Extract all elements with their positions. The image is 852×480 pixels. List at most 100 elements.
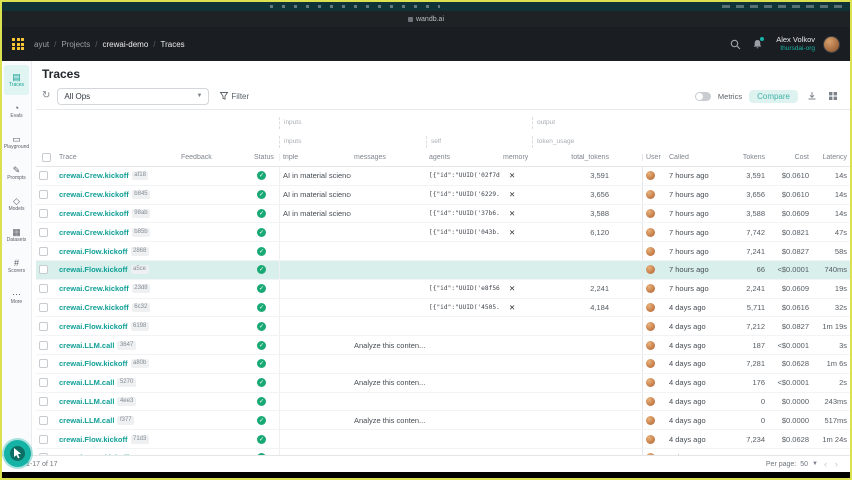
sidebar-item-models[interactable]: ◇ Models bbox=[4, 189, 29, 219]
cell-cost: $0.0610 bbox=[781, 190, 809, 200]
row-checkbox[interactable] bbox=[39, 359, 48, 369]
cell-trace: crewai.LLM.call 4ee3 bbox=[56, 393, 178, 411]
prev-page-button[interactable]: ‹ bbox=[824, 459, 827, 469]
column-header-agents[interactable]: agents bbox=[429, 153, 451, 161]
trace-link[interactable]: crewai.Crew.kickoff bbox=[59, 227, 129, 237]
compare-button[interactable]: Compare bbox=[749, 89, 798, 103]
cell-latency: 740ms bbox=[824, 265, 847, 275]
table-row[interactable]: crewai.Crew.kickoff✓4 days ago bbox=[36, 448, 850, 455]
column-header-triple[interactable]: triple bbox=[279, 153, 351, 161]
column-header-messages[interactable]: messages bbox=[354, 153, 386, 161]
row-checkbox[interactable] bbox=[39, 208, 48, 218]
row-checkbox[interactable] bbox=[39, 434, 48, 444]
row-checkbox[interactable] bbox=[39, 171, 48, 181]
cell-called: 7 hours ago bbox=[669, 246, 709, 256]
row-checkbox[interactable] bbox=[39, 453, 48, 455]
table-row[interactable]: crewai.LLM.call f377 ✓ Analyze this conten.… bbox=[36, 411, 850, 431]
table-row[interactable]: crewai.LLM.call 5270 ✓ Analyze this conten.… bbox=[36, 373, 850, 393]
breadcrumb-item[interactable]: Projects bbox=[61, 39, 91, 49]
table-row[interactable]: crewai.Crew.kickoff b85b ✓ [{"id":"UUID('04… bbox=[36, 223, 850, 243]
row-checkbox[interactable] bbox=[39, 190, 48, 200]
sidebar-item-playground[interactable]: ▭ Playground bbox=[4, 127, 29, 157]
select-all-checkbox[interactable] bbox=[36, 152, 56, 162]
breadcrumb-item[interactable]: ayut bbox=[34, 39, 50, 49]
user-block[interactable]: Alex Volkov thursdai-org bbox=[776, 35, 815, 52]
column-header-total_tokens[interactable]: total_tokens bbox=[571, 153, 609, 161]
table-row[interactable]: crewai.Flow.kickoff a80b ✓ 4 days ago 7,281 $… bbox=[36, 354, 850, 374]
table-row[interactable]: crewai.LLM.call 3647 ✓ Analyze this conten.… bbox=[36, 336, 850, 355]
column-header-called[interactable]: Called bbox=[669, 153, 689, 161]
group-header-output: output bbox=[532, 117, 612, 129]
table-row[interactable]: crewai.Flow.kickoff a5ce ✓ 7 hours ago 66 <$0… bbox=[36, 260, 850, 280]
ops-filter-dropdown[interactable]: All Ops ▼ bbox=[57, 87, 210, 105]
trace-link[interactable]: crewai.Crew.kickoff bbox=[59, 171, 129, 181]
table-row[interactable]: crewai.Crew.kickoff 23d8 ✓ [{"id":"UUID('e8… bbox=[36, 279, 850, 299]
trace-link[interactable]: crewai.LLM.call bbox=[59, 396, 115, 406]
column-header-tokens[interactable]: Tokens bbox=[742, 153, 765, 161]
browser-tab[interactable]: wandb.ai bbox=[407, 16, 444, 23]
table-row[interactable]: crewai.Crew.kickoff b845 ✓ AI in material s… bbox=[36, 185, 850, 205]
trace-link[interactable]: crewai.LLM.call bbox=[59, 340, 115, 350]
column-settings-icon[interactable] bbox=[826, 89, 840, 103]
column-header-feedback[interactable]: Feedback bbox=[181, 153, 212, 161]
row-checkbox[interactable] bbox=[39, 321, 48, 331]
row-checkbox[interactable] bbox=[39, 265, 48, 275]
filter-button[interactable]: Filter bbox=[216, 90, 253, 103]
table-row[interactable]: crewai.LLM.call 4ee3 ✓ 4 days ago 0 $0.0000 24… bbox=[36, 392, 850, 412]
column-header-latency[interactable]: Latency bbox=[822, 153, 847, 161]
trace-link[interactable]: crewai.Flow.kickoff bbox=[59, 265, 128, 275]
sidebar-item-traces[interactable]: ▤ Traces bbox=[4, 65, 29, 95]
trace-link[interactable]: crewai.Flow.kickoff bbox=[59, 246, 128, 256]
row-checkbox[interactable] bbox=[39, 302, 48, 312]
cell-cost: $0.0628 bbox=[781, 359, 809, 369]
column-header-user[interactable]: User bbox=[642, 153, 666, 161]
trace-link[interactable]: crewai.Crew.kickoff bbox=[59, 190, 129, 200]
column-header-trace[interactable]: Trace bbox=[59, 153, 77, 161]
trace-link[interactable]: crewai.LLM.call bbox=[59, 378, 115, 388]
trace-link[interactable]: crewai.Flow.kickoff bbox=[59, 359, 128, 369]
success-status-icon: ✓ bbox=[257, 227, 266, 237]
table-row[interactable]: crewai.Flow.kickoff 6198 ✓ 4 days ago 7,212 $… bbox=[36, 317, 850, 337]
sidebar-item-more[interactable]: ⋯ More bbox=[4, 282, 29, 312]
trace-link[interactable]: crewai.LLM.call bbox=[59, 415, 115, 425]
trace-link[interactable]: crewai.Flow.kickoff bbox=[59, 321, 128, 331]
user-avatar[interactable] bbox=[823, 35, 840, 53]
table-row[interactable]: crewai.Crew.kickoff 98ab ✓ AI in material s… bbox=[36, 204, 850, 224]
table-row[interactable]: crewai.Flow.kickoff 71d3 ✓ 4 days ago 7,234 $… bbox=[36, 430, 850, 449]
metrics-toggle[interactable] bbox=[694, 91, 711, 101]
export-icon[interactable] bbox=[805, 89, 819, 103]
trace-link[interactable]: crewai.Crew.kickoff bbox=[59, 208, 129, 218]
cell-latency: 243ms bbox=[824, 396, 847, 406]
sidebar-item-evals[interactable]: ◔ Evals bbox=[4, 96, 29, 126]
breadcrumb-item[interactable]: crewai-demo bbox=[102, 39, 149, 49]
sidebar-item-scorers[interactable]: # Scorers bbox=[4, 251, 29, 281]
trace-link[interactable]: crewai.Crew.kickoff bbox=[59, 302, 129, 312]
breadcrumb-item[interactable]: Traces bbox=[160, 39, 185, 49]
per-page-chevron-icon[interactable]: ▼ bbox=[812, 461, 818, 467]
trace-link[interactable]: crewai.Crew.kickoff bbox=[59, 284, 129, 294]
row-checkbox[interactable] bbox=[39, 284, 48, 294]
sidebar-item-datasets[interactable]: ▦ Datasets bbox=[4, 220, 29, 250]
table-row[interactable]: crewai.Flow.kickoff 2868 ✓ 7 hours ago 7,241… bbox=[36, 242, 850, 261]
row-checkbox[interactable] bbox=[39, 246, 48, 256]
bell-icon[interactable] bbox=[750, 37, 765, 51]
table-row[interactable]: crewai.Crew.kickoff af18 ✓ AI in material s… bbox=[36, 167, 850, 186]
column-header-status[interactable]: Status bbox=[254, 153, 274, 161]
cell-status: ✓ bbox=[251, 393, 279, 411]
row-checkbox[interactable] bbox=[39, 415, 48, 425]
per-page-value[interactable]: 50 bbox=[800, 460, 809, 468]
table-row[interactable]: crewai.Crew.kickoff 6c32 ✓ [{"id":"UUID('45… bbox=[36, 298, 850, 318]
row-checkbox[interactable] bbox=[39, 340, 48, 350]
trace-link[interactable]: crewai.Flow.kickoff bbox=[59, 434, 128, 444]
sidebar-items: ▤ Traces ◔ Evals ▭ Playground ✎ Prompts ◇ Models ▦… bbox=[2, 65, 31, 312]
row-checkbox[interactable] bbox=[39, 396, 48, 406]
sidebar-item-prompts[interactable]: ✎ Prompts bbox=[4, 158, 29, 188]
refresh-icon[interactable]: ↻ bbox=[42, 90, 51, 101]
row-checkbox[interactable] bbox=[39, 227, 48, 237]
column-header-cost[interactable]: Cost bbox=[794, 153, 809, 161]
wandb-logo-icon[interactable] bbox=[12, 38, 24, 50]
row-checkbox[interactable] bbox=[39, 378, 48, 388]
search-icon[interactable] bbox=[728, 37, 742, 51]
column-header-memory[interactable]: memory bbox=[503, 153, 529, 161]
next-page-button[interactable]: › bbox=[835, 459, 838, 469]
